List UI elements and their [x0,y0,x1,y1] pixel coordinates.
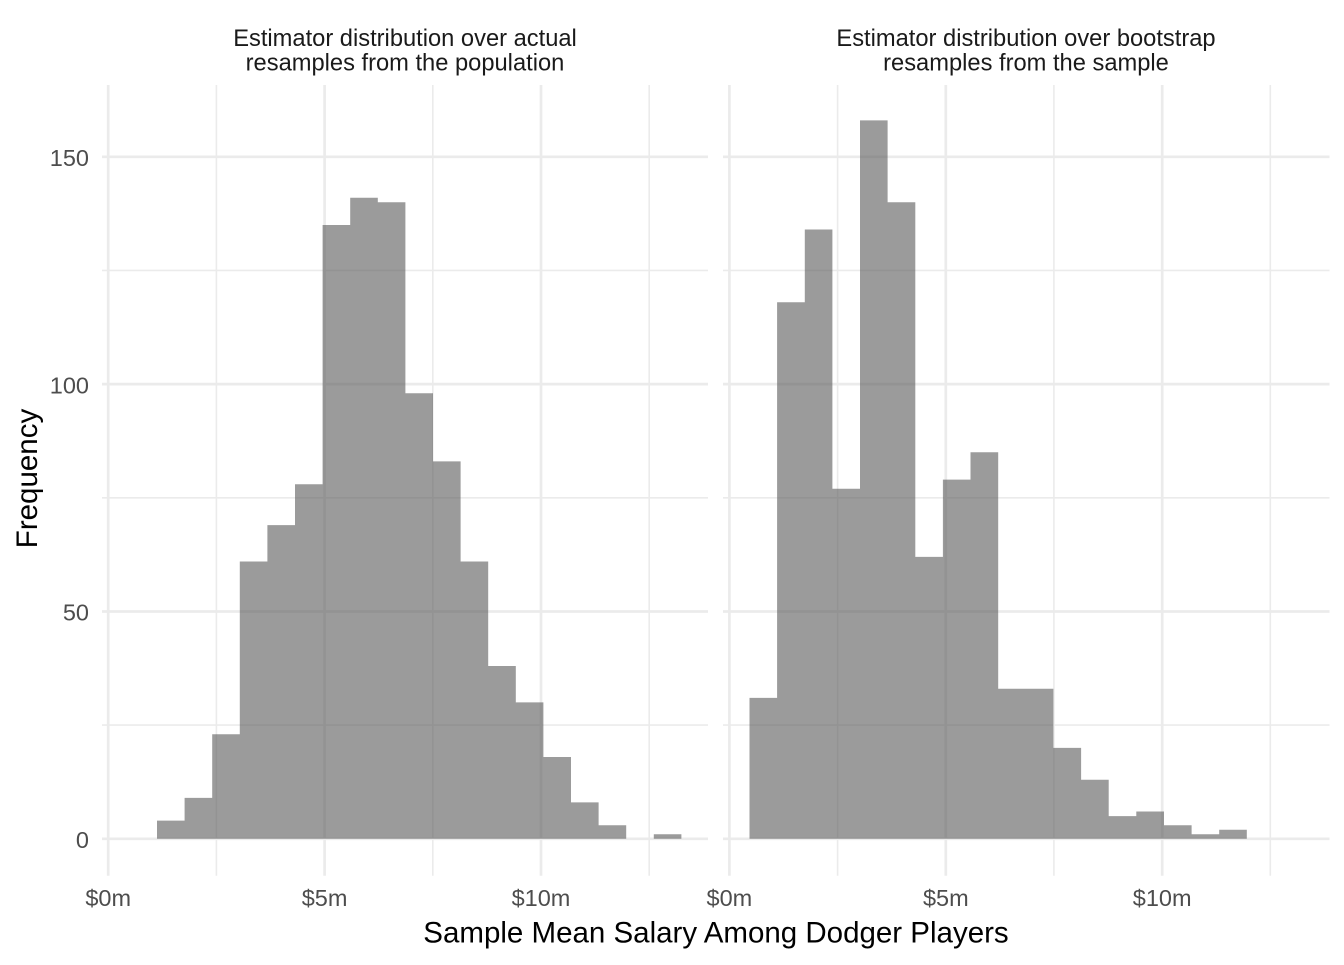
svg-text:resamples from the sample: resamples from the sample [883,51,1169,77]
svg-text:Frequency: Frequency [11,409,44,549]
svg-text:0: 0 [76,827,89,853]
svg-text:$0m: $0m [707,885,753,911]
svg-text:50: 50 [63,600,89,626]
svg-text:Estimator distribution over ac: Estimator distribution over actual [233,26,577,52]
svg-text:Estimator distribution over bo: Estimator distribution over bootstrap [836,26,1215,52]
svg-text:150: 150 [50,145,89,171]
svg-text:Sample Mean Salary Among Dodge: Sample Mean Salary Among Dodger Players [423,917,1008,950]
svg-text:100: 100 [50,372,89,398]
svg-text:$5m: $5m [302,885,348,911]
svg-text:$10m: $10m [1133,885,1192,911]
svg-text:$5m: $5m [923,885,969,911]
svg-text:resamples from the population: resamples from the population [246,51,565,77]
svg-text:$0m: $0m [85,885,131,911]
svg-text:$10m: $10m [512,885,571,911]
